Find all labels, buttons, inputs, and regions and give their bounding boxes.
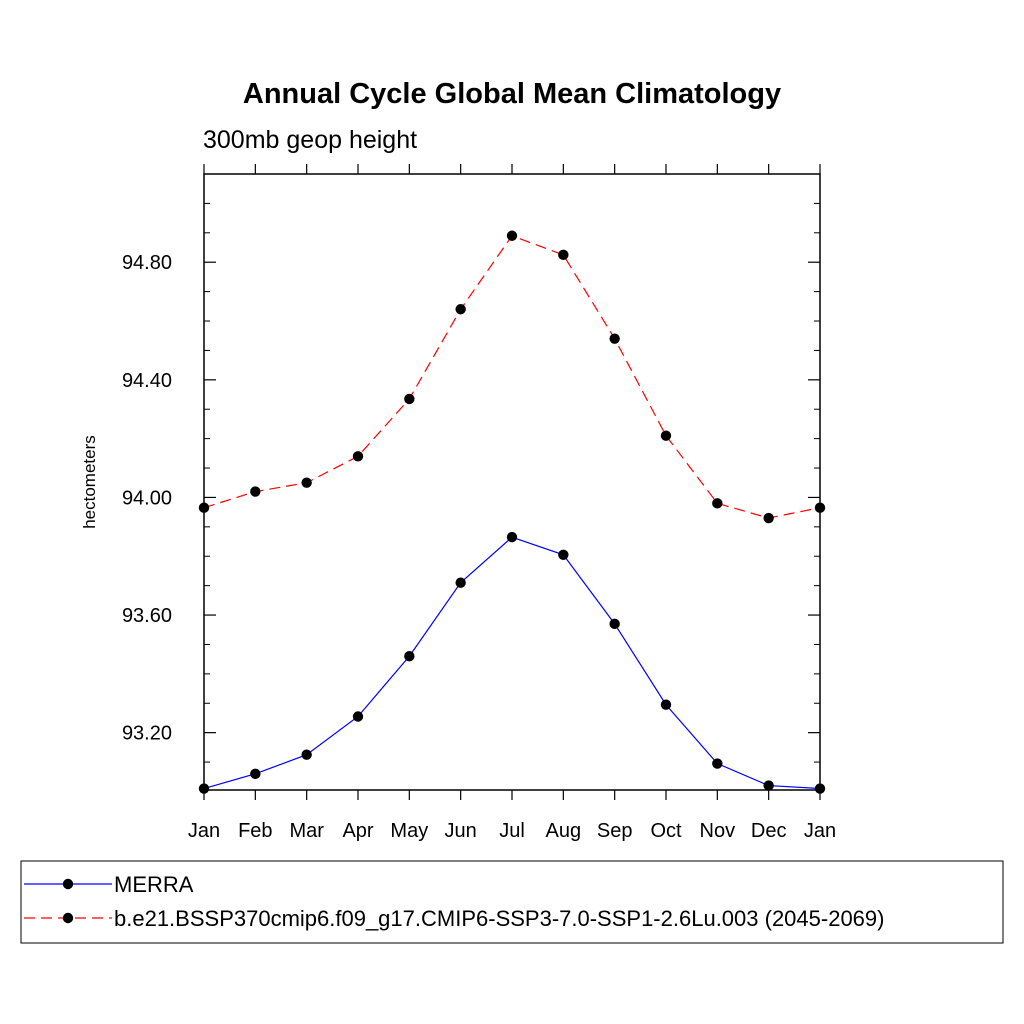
series-1-point <box>763 780 774 791</box>
x-tick-label: Nov <box>700 820 736 842</box>
series-1-point <box>558 549 569 560</box>
x-tick-label: Jul <box>499 820 525 842</box>
series-1-point <box>609 618 620 630</box>
series-line-1 <box>203 536 821 790</box>
series-2-point <box>609 333 620 344</box>
legend-label-1: MERRA <box>114 872 194 897</box>
x-tick-label: Jan <box>188 820 220 842</box>
legend: MERRA b.e21.BSSP370cmip6.f09_g17.CMIP6-SS… <box>20 860 1004 944</box>
legend-marker-2 <box>62 912 74 924</box>
x-tick-label: Aug <box>546 820 582 842</box>
plot-area-frame <box>203 173 821 791</box>
x-tick-label: Apr <box>342 820 373 842</box>
legend-label-2: b.e21.BSSP370cmip6.f09_g17.CMIP6-SSP3-7.… <box>114 906 884 931</box>
y-axis-label: hectometers <box>80 435 99 529</box>
series-1-point <box>712 758 723 769</box>
series-2-point <box>712 498 723 509</box>
series-2-point <box>404 393 415 405</box>
x-tick-label: Feb <box>238 820 272 842</box>
chart-subtitle: 300mb geop height <box>203 126 417 154</box>
series-1-point <box>506 531 518 543</box>
axis-ticks <box>203 164 821 800</box>
series-1-point <box>404 651 415 662</box>
series-2-point <box>301 477 312 488</box>
series-2-point <box>250 486 261 497</box>
series-2-point <box>660 430 672 441</box>
y-tick-label: 93.20 <box>122 723 172 745</box>
series-2-point <box>558 249 569 261</box>
x-tick-label: Sep <box>597 820 633 842</box>
legend-box <box>20 860 1004 944</box>
series-layer <box>198 230 826 794</box>
y-tick-label: 94.00 <box>122 487 172 509</box>
series-1-point <box>660 699 672 710</box>
y-tick-label: 94.80 <box>122 252 172 274</box>
y-tick-labels: 93.20 93.60 94.00 94.40 94.80 <box>122 252 172 744</box>
legend-marker-1 <box>62 878 74 890</box>
series-1-point <box>352 711 364 722</box>
series-2-point <box>506 230 518 241</box>
y-tick-label: 94.40 <box>122 370 172 392</box>
x-tick-label: Jan <box>804 820 836 842</box>
series-1-point <box>301 749 312 760</box>
x-tick-label: Mar <box>289 820 324 842</box>
series-2-point <box>455 304 466 315</box>
chart-title: Annual Cycle Global Mean Climatology <box>243 78 781 110</box>
x-tick-label: Oct <box>650 820 682 842</box>
series-2-point <box>352 451 364 462</box>
x-tick-label: Jun <box>445 820 477 842</box>
y-tick-label: 93.60 <box>122 605 172 627</box>
x-tick-label: May <box>390 820 428 842</box>
x-tick-label: Dec <box>751 820 787 842</box>
series-1-point <box>250 768 261 780</box>
series-line-2 <box>203 235 821 519</box>
series-1-point <box>455 577 466 588</box>
series-2-point <box>763 512 774 524</box>
x-tick-labels: Jan Feb Mar Apr May Jun Jul Aug Sep Oct Nov Dec Jan <box>188 820 836 842</box>
